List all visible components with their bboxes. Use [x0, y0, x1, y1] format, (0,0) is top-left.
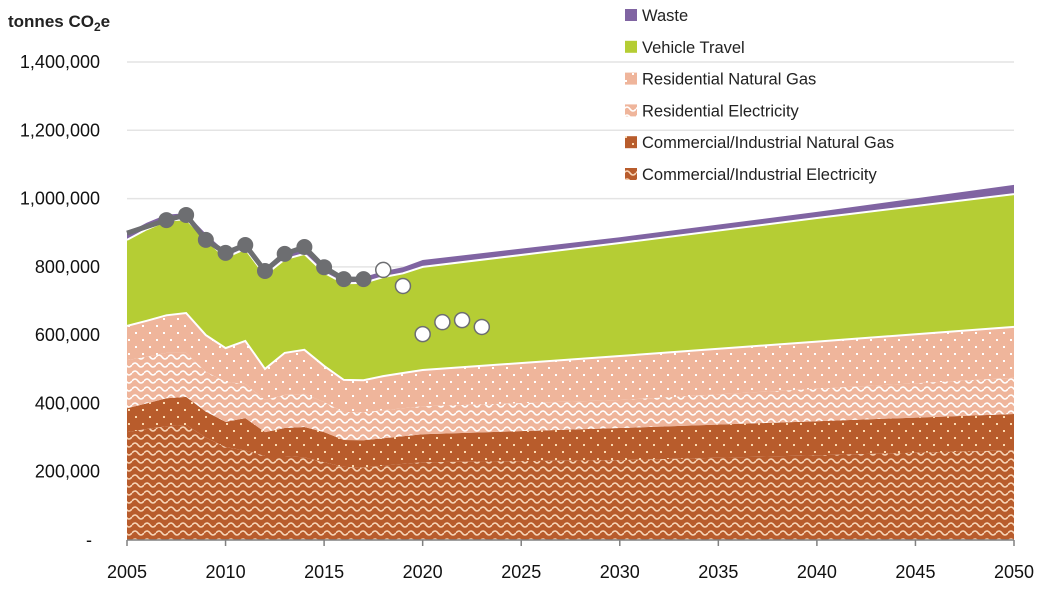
- legend-swatch-commercial-industrial-natural-gas: [625, 136, 637, 149]
- y-axis-ticks: - 200,000 400,000 600,000 800,000 1,000,000 1,…: [20, 52, 100, 550]
- estimated-emissions-point: [434, 313, 451, 331]
- legend-swatch-commercial-industrial-electricity: [625, 168, 637, 180]
- y-tick-label: 600,000: [35, 325, 100, 345]
- x-tick-label: 2050: [994, 562, 1034, 582]
- legend-label-waste: Waste: [642, 7, 688, 25]
- actual-emissions-point: [316, 259, 333, 276]
- x-tick-label: 2045: [895, 562, 935, 582]
- actual-emissions-point: [217, 244, 234, 261]
- y-tick-label: 200,000: [35, 462, 100, 482]
- x-tick-label: 2020: [403, 562, 443, 582]
- x-tick-label: 2040: [797, 562, 837, 582]
- x-tick-label: 2030: [600, 562, 640, 582]
- x-tick-label: 2035: [698, 562, 738, 582]
- data-points: [158, 206, 491, 343]
- y-tick-label: -: [86, 530, 92, 550]
- actual-emissions-point: [237, 237, 254, 254]
- legend-label-residential-natural-gas: Residential Natural Gas: [642, 71, 816, 89]
- x-tick-label: 2010: [206, 562, 246, 582]
- area-residential-electricity: [127, 352, 1014, 441]
- legend-label-commercial-industrial-natural-gas: Commercial/Industrial Natural Gas: [642, 134, 894, 152]
- actual-emissions-point: [355, 271, 372, 288]
- estimated-emissions-point: [414, 325, 431, 343]
- area-residential-natural-gas: [127, 313, 1014, 413]
- area-commercial-industrial-natural-gas: [127, 396, 1014, 468]
- y-tick-label: 1,200,000: [20, 120, 100, 140]
- x-tick-label: 2025: [501, 562, 541, 582]
- actual-emissions-point: [335, 271, 352, 288]
- actual-emissions-point: [158, 212, 175, 229]
- legend-swatch-waste: [625, 9, 637, 21]
- y-axis-title: tonnes CO2e: [8, 12, 110, 34]
- legend-swatch-vehicle-travel: [625, 40, 637, 53]
- x-axis: 2005 2010 2015 2020 2025 2030 2035 2040 2045 2050: [107, 539, 1034, 582]
- y-tick-label: 1,000,000: [20, 189, 100, 209]
- estimated-emissions-point: [374, 261, 392, 279]
- actual-emissions-point: [256, 262, 273, 279]
- x-tick-label: 2015: [304, 562, 344, 582]
- legend-label-residential-electricity: Residential Electricity: [642, 102, 800, 120]
- x-tick-label: 2005: [107, 562, 147, 582]
- legend: Waste Vehicle Travel Residential Natural G…: [625, 7, 894, 184]
- legend-label-vehicle-travel: Vehicle Travel: [642, 39, 745, 57]
- y-tick-label: 800,000: [35, 257, 100, 277]
- legend-label-commercial-industrial-electricity: Commercial/Industrial Electricity: [642, 166, 877, 184]
- actual-emissions-point: [178, 206, 195, 223]
- area-vehicle-travel: [127, 194, 1014, 381]
- estimated-emissions-point: [394, 277, 412, 295]
- estimated-emissions-point: [453, 311, 471, 329]
- estimated-emissions-point: [473, 318, 491, 336]
- y-tick-label: 1,400,000: [20, 52, 100, 72]
- legend-swatch-residential-electricity: [625, 104, 637, 117]
- area-boundary-line: [126, 311, 1015, 382]
- stacked-areas: [126, 184, 1015, 540]
- actual-emissions-point: [276, 245, 293, 262]
- y-tick-label: 400,000: [35, 393, 100, 413]
- actual-emissions-point: [296, 239, 313, 256]
- legend-swatch-residential-natural-gas: [625, 72, 637, 85]
- area-commercial-industrial-electricity: [127, 424, 1014, 540]
- actual-emissions-point: [197, 231, 214, 248]
